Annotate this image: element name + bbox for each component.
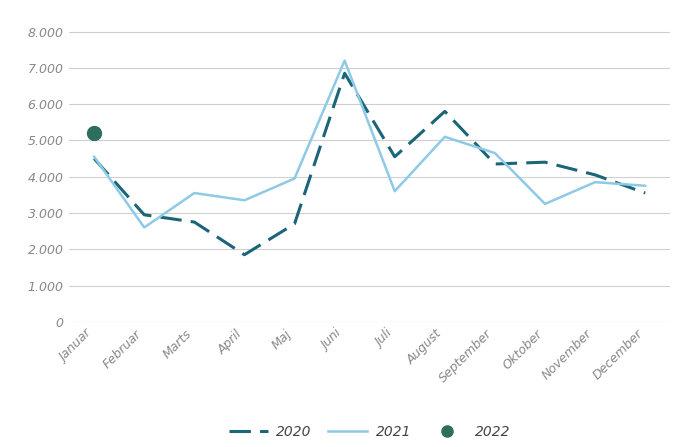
Legend: 2020, 2021, 2022: 2020, 2021, 2022 [223, 419, 516, 444]
